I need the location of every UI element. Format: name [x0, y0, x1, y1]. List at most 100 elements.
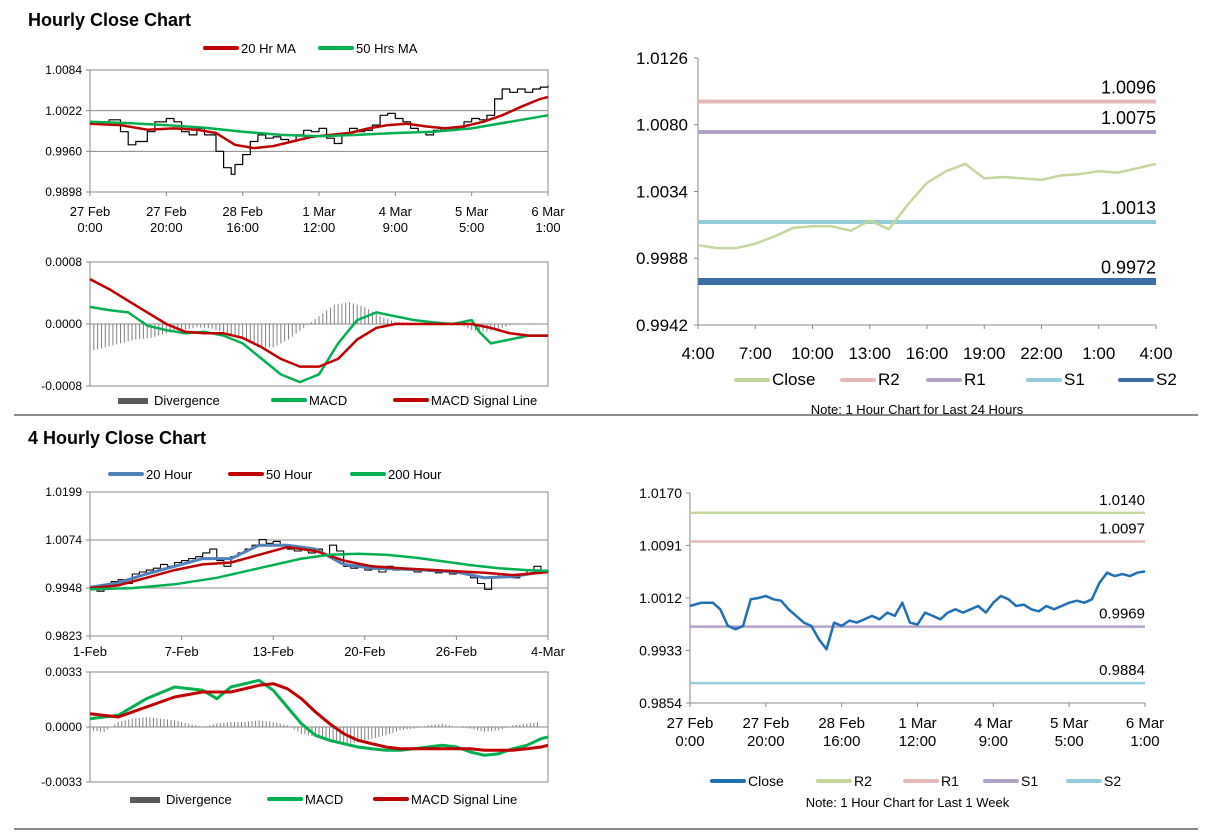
x-tick-label: 1 Mar: [302, 204, 336, 219]
x-tick-label: 6 Mar: [1126, 715, 1164, 732]
y-tick-label: 1.0022: [45, 104, 82, 118]
x-tick-label: 5 Mar: [1050, 715, 1088, 732]
level-label-s2: 0.9884: [1099, 662, 1145, 679]
x-tick-label: 13:00: [848, 344, 891, 363]
y-tick-label: 0.9898: [45, 185, 82, 199]
x-tick-label: 20-Feb: [344, 644, 385, 659]
series-macd-signal-line: [89, 277, 548, 368]
y-tick-label: 0.0008: [45, 255, 82, 269]
legend-label: R1: [941, 773, 959, 789]
y-tick-label: 1.0034: [636, 182, 688, 201]
x-tick-label: 1-Feb: [73, 644, 107, 659]
section-divider: [14, 414, 1198, 416]
series-close: [90, 538, 549, 592]
y-tick-label: 1.0091: [639, 537, 682, 553]
legend-label: MACD: [305, 792, 343, 807]
series-macd-signal-line: [89, 682, 549, 752]
x-tick-label: 26-Feb: [436, 644, 477, 659]
x-tick-label: 4 Mar: [974, 715, 1012, 732]
series-close: [697, 162, 1157, 250]
x-tick-label: 5 Mar: [455, 204, 489, 219]
level-label-s1: 0.9969: [1099, 606, 1145, 623]
legend-swatch: [118, 398, 148, 404]
chart-note: Note: 1 Hour Chart for Last 24 Hours: [811, 402, 1024, 417]
legend-label: 20 Hour: [146, 467, 193, 482]
series-close: [689, 570, 1146, 651]
level-label-r1: 1.0097: [1099, 521, 1145, 538]
legend-label: S2: [1156, 370, 1177, 389]
series-20-hr-ma: [89, 95, 549, 150]
legend-label: S1: [1064, 370, 1085, 389]
legend-label: R2: [878, 370, 900, 389]
level-label-s1: 1.0013: [1101, 198, 1156, 218]
legend-label: 20 Hr MA: [241, 41, 296, 56]
x-tick-label: 6 Mar: [531, 204, 565, 219]
y-tick-label: 0.9854: [639, 695, 682, 711]
x-tick-label: 27 Feb: [742, 715, 789, 732]
series-macd: [89, 305, 548, 384]
y-tick-label: 0.9948: [45, 581, 82, 595]
level-label-r2: 1.0096: [1101, 78, 1156, 98]
x-tick-label: 0:00: [77, 220, 102, 235]
y-tick-label: 1.0126: [636, 49, 688, 68]
series-close: [90, 85, 549, 175]
legend-label: MACD Signal Line: [411, 792, 517, 807]
series-200-hour: [89, 552, 549, 591]
legend-label: 200 Hour: [388, 467, 442, 482]
x-tick-label: 5:00: [1055, 733, 1084, 750]
level-label-r1: 1.0075: [1101, 108, 1156, 128]
bottom-divider: [14, 828, 1198, 830]
x-tick-label: 20:00: [150, 220, 183, 235]
x-tick-label: 16:00: [906, 344, 949, 363]
legend-label: S1: [1021, 773, 1038, 789]
y-tick-label: 1.0012: [639, 590, 682, 606]
x-tick-label: 12:00: [899, 733, 937, 750]
x-tick-label: 22:00: [1020, 344, 1063, 363]
x-tick-label: 13-Feb: [253, 644, 294, 659]
x-tick-label: 16:00: [823, 733, 861, 750]
x-tick-label: 7:00: [739, 344, 772, 363]
legend-label: Divergence: [166, 792, 232, 807]
x-tick-label: 27 Feb: [667, 715, 714, 732]
y-tick-label: 0.9942: [636, 316, 688, 335]
hourly-section-title: Hourly Close Chart: [28, 10, 192, 30]
x-tick-label: 1:00: [535, 220, 560, 235]
x-tick-label: 9:00: [979, 733, 1008, 750]
x-tick-label: 4:00: [681, 344, 714, 363]
series-macd: [89, 678, 549, 757]
legend-label: Close: [772, 370, 815, 389]
y-tick-label: 0.0000: [45, 720, 82, 734]
x-tick-label: 27 Feb: [146, 204, 186, 219]
x-tick-label: 0:00: [675, 733, 704, 750]
x-tick-label: 4 Mar: [379, 204, 413, 219]
y-tick-label: 0.9960: [45, 145, 82, 159]
y-tick-label: 1.0074: [45, 533, 82, 547]
x-tick-label: 28 Feb: [818, 715, 865, 732]
legend-swatch: [130, 797, 160, 803]
legend-label: R1: [964, 370, 986, 389]
x-tick-label: 1:00: [1130, 733, 1159, 750]
y-tick-label: 1.0170: [639, 485, 682, 501]
legend-label: 50 Hrs MA: [356, 41, 418, 56]
y-tick-label: 0.9823: [45, 629, 82, 643]
y-tick-label: -0.0033: [41, 775, 82, 789]
y-tick-label: 0.9988: [636, 249, 688, 268]
x-tick-label: 7-Feb: [165, 644, 199, 659]
x-tick-label: 16:00: [226, 220, 259, 235]
x-tick-label: 1 Mar: [898, 715, 936, 732]
level-label-r2: 1.0140: [1099, 492, 1145, 509]
y-tick-label: 1.0084: [45, 63, 82, 77]
legend-label: MACD Signal Line: [431, 393, 537, 408]
y-tick-label: -0.0008: [41, 379, 82, 393]
four-hourly-section-title: 4 Hourly Close Chart: [28, 428, 207, 448]
series-50-hour: [89, 545, 549, 590]
x-tick-label: 20:00: [747, 733, 785, 750]
chart-note: Note: 1 Hour Chart for Last 1 Week: [806, 795, 1010, 810]
y-tick-label: 1.0199: [45, 485, 82, 499]
legend-label: R2: [854, 773, 872, 789]
x-tick-label: 27 Feb: [70, 204, 110, 219]
x-tick-label: 10:00: [791, 344, 834, 363]
